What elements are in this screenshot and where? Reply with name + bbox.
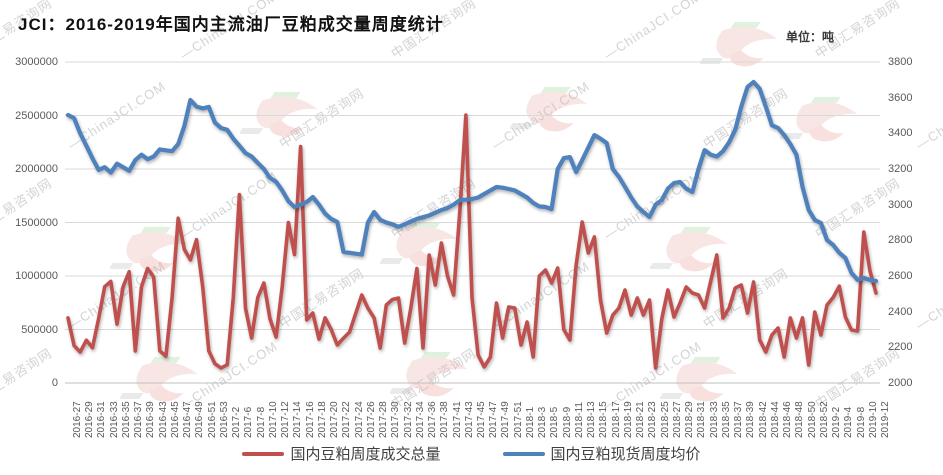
x-axis-tick: 2018-42 — [757, 401, 769, 438]
x-axis-tick: 2018-37 — [733, 401, 745, 438]
volume-line — [66, 113, 878, 370]
legend: 国内豆粕周度成交总量 国内豆粕现货周度均价 — [0, 443, 943, 464]
x-axis-tick: 2018-15 — [598, 401, 610, 438]
legend-item-volume: 国内豆粕周度成交总量 — [242, 443, 441, 464]
x-axis-tick: 2018-48 — [794, 401, 806, 438]
right-axis-tick: 2800 — [888, 234, 913, 247]
left-axis-tick: 1000000 — [15, 270, 58, 282]
right-axis-tick: 3400 — [888, 127, 913, 140]
x-axis-tick: 2017-8 — [255, 406, 267, 438]
x-axis-tick: 2017-14 — [292, 401, 304, 438]
right-axis-tick: 2000 — [888, 377, 913, 389]
left-axis-tick: 0 — [51, 377, 58, 389]
price-line-swatch — [502, 451, 545, 456]
x-axis-tick: 2017-26 — [365, 401, 377, 438]
x-axis-tick: 2017-45 — [476, 401, 487, 438]
x-axis-tick: 2017-47 — [488, 401, 500, 438]
x-axis-tick: 2016-33 — [108, 401, 120, 438]
x-axis-tick: 2018-27 — [671, 401, 683, 438]
x-axis-tick: 2018-1 — [524, 406, 536, 438]
left-axis-tick: 3000000 — [15, 56, 58, 68]
x-axis-tick: 2017-18 — [316, 401, 328, 438]
unit-label: 单位：吨 — [786, 30, 835, 44]
x-axis-tick: 2017-38 — [439, 401, 451, 438]
x-axis-tick: 2017-32 — [402, 401, 414, 438]
x-axis-tick: 2018-33 — [708, 401, 720, 438]
right-axis-tick: 2200 — [888, 341, 913, 354]
x-axis-tick: 2016-39 — [145, 401, 157, 438]
x-axis-tick: 2017-28 — [378, 401, 390, 438]
right-axis-tick: 2400 — [888, 305, 913, 318]
x-axis-tick: 2016-27 — [72, 401, 83, 438]
right-axis-tick: 3600 — [888, 91, 913, 104]
x-axis-tick: 2018-31 — [696, 401, 708, 438]
x-axis-tick: 2018-19 — [622, 401, 634, 438]
x-axis-tick: 2018-11 — [573, 402, 585, 438]
x-axis-tick: 2019-4 — [843, 406, 855, 438]
x-axis-tick: 2016-53 — [218, 401, 230, 438]
x-axis-tick: 2018-29 — [684, 401, 696, 438]
x-axis-tick: 2017-34 — [414, 401, 426, 438]
x-axis-tick: 2016-29 — [84, 401, 96, 438]
x-axis-tick: 2018-50 — [806, 401, 818, 438]
x-axis-tick: 2018-9 — [561, 406, 573, 438]
x-axis-tick: 2017-43 — [463, 401, 475, 438]
x-axis-tick: 2017-2 — [231, 406, 243, 438]
x-axis-tick: 2017-10 — [267, 401, 279, 438]
x-axis-tick: 2017-16 — [304, 401, 316, 438]
x-axis-tick: 2018-44 — [769, 401, 781, 438]
x-axis-tick: 2018-39 — [745, 401, 757, 438]
x-axis-tick: 2017-41 — [451, 401, 463, 438]
chart-title: JCI：2016-2019年国内主流油厂豆粕成交量周度统计 — [18, 15, 444, 34]
x-axis-tick: 2017-51 — [512, 401, 524, 438]
x-axis-tick: 2018-5 — [549, 406, 561, 438]
x-axis-tick: 2016-37 — [133, 401, 145, 438]
x-axis-tick: 2019-8 — [855, 406, 867, 438]
x-axis-tick: 2018-52 — [818, 401, 830, 438]
legend-item-price: 国内豆粕现货周度均价 — [502, 443, 701, 464]
x-axis-tick: 2016-31 — [96, 401, 108, 438]
x-axis-tick: 2018-21 — [635, 401, 647, 438]
left-axis-tick: 500000 — [21, 323, 58, 336]
right-axis-tick: 3000 — [888, 198, 913, 211]
left-axis-tick: 2500000 — [15, 109, 58, 122]
x-axis-tick: 2019-2 — [831, 406, 843, 438]
x-axis-tick: 2018-3 — [537, 406, 549, 438]
x-axis-tick: 2017-49 — [500, 401, 512, 438]
x-axis-tick: 2017-12 — [280, 401, 292, 438]
x-axis-tick: 2018-17 — [610, 401, 622, 438]
x-axis-tick: 2018-46 — [782, 401, 794, 438]
right-axis-tick: 3200 — [888, 163, 913, 175]
right-axis-tick: 3800 — [888, 56, 913, 68]
x-axis-tick: 2018-23 — [647, 401, 659, 438]
x-axis-tick: 2016-47 — [182, 401, 194, 438]
x-axis-tick: 2016-51 — [206, 401, 218, 438]
left-axis-tick: 1500000 — [15, 216, 58, 229]
x-axis-tick: 2017-36 — [427, 401, 439, 438]
x-axis-tick: 2017-6 — [243, 406, 255, 438]
x-axis-tick: 2016-35 — [120, 401, 132, 438]
left-axis-tick: 2000000 — [15, 163, 58, 175]
x-axis-tick: 2017-30 — [390, 401, 402, 438]
x-axis-tick: 2018-25 — [659, 401, 671, 438]
x-axis-tick: 2016-49 — [194, 401, 206, 438]
x-axis-tick: 2019-12 — [880, 401, 891, 438]
x-axis-tick: 2018-13 — [586, 401, 598, 438]
x-axis-tick: 2017-20 — [329, 401, 341, 438]
x-axis-tick: 2019-10 — [867, 401, 879, 438]
right-axis-tick: 2600 — [888, 270, 913, 282]
legend-label-volume: 国内豆粕周度成交总量 — [290, 446, 441, 463]
legend-label-price: 国内豆粕现货周度均价 — [550, 446, 701, 463]
volume-line-swatch — [242, 451, 285, 456]
x-axis-tick: 2017-24 — [353, 401, 365, 438]
x-axis-tick: 2017-22 — [341, 401, 353, 438]
price-line — [65, 79, 879, 284]
x-axis-tick: 2018-35 — [720, 401, 732, 438]
x-axis-tick: 2016-45 — [169, 401, 181, 438]
x-axis-tick: 2016-43 — [157, 401, 169, 438]
